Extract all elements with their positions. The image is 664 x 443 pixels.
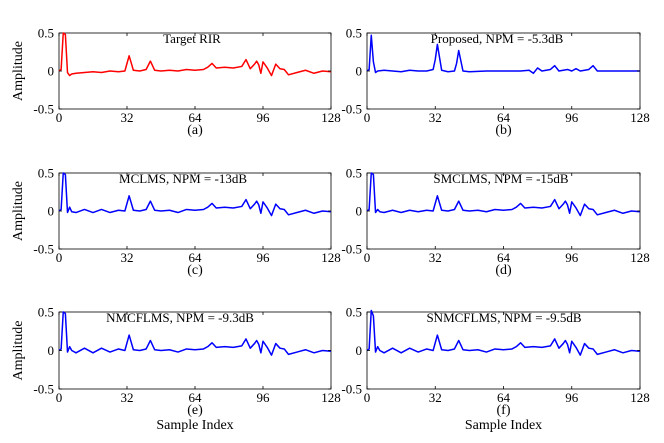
chart-4-xtick-label: 0 — [364, 250, 371, 265]
chart-2-xtick-label: 0 — [364, 110, 371, 125]
chart-2-caption: (b) — [495, 123, 512, 138]
chart-3-title: MCLMS, NPM = -13dB — [119, 171, 247, 186]
chart-6-xtick-label: 128 — [630, 390, 650, 405]
chart-3-xtick-label: 128 — [321, 250, 341, 265]
chart-2-title: Proposed, NPM = -5.3dB — [431, 31, 564, 46]
chart-1-ylabel: Amplitude — [11, 41, 26, 101]
chart-2-ytick-label: -0.5 — [341, 102, 362, 117]
chart-4-title: SMCLMS, NPM = -15dB — [433, 171, 569, 186]
chart-2-xtick-label: 96 — [565, 110, 579, 125]
chart-1-xtick-label: 96 — [257, 110, 271, 125]
chart-5-series-line — [58, 311, 332, 356]
chart-4-ytick-label: 0 — [356, 204, 363, 219]
chart-1-series-line — [58, 32, 332, 77]
chart-6-ytick-label: 0.5 — [346, 305, 362, 320]
chart-6-ytick-label: 0 — [356, 343, 363, 358]
chart-5-title: NMCFLMS, NPM = -9.3dB — [106, 310, 254, 325]
chart-3-series-line — [58, 172, 332, 217]
chart-3-xtick-label: 96 — [257, 250, 271, 265]
chart-5-ytick-label: -0.5 — [33, 382, 54, 397]
chart-5-caption: (e) — [187, 403, 203, 418]
chart-1-xtick-label: 0 — [56, 110, 63, 125]
chart-3-ytick-label: 0.5 — [38, 166, 54, 181]
chart-4-series-line — [366, 172, 641, 217]
chart-1-ytick-label: 0.5 — [38, 26, 54, 41]
chart-1-title: Target RIR — [163, 31, 221, 46]
chart-3-ylabel: Amplitude — [11, 181, 26, 241]
chart-6-xtick-label: 0 — [364, 390, 371, 405]
chart-6-caption: (f) — [497, 403, 511, 418]
chart-2-ytick-label: 0.5 — [346, 26, 362, 41]
chart-5-ylabel: Amplitude — [11, 321, 26, 381]
chart-5-xtick-label: 64 — [189, 390, 203, 405]
chart-6-series-line — [366, 309, 641, 356]
chart-5-xtick-label: 128 — [321, 390, 341, 405]
chart-4-xtick-label: 128 — [630, 250, 650, 265]
chart-2-ytick-label: 0 — [356, 64, 363, 79]
chart-6-title: SNMCFLMS, NPM = -9.5dB — [426, 310, 581, 325]
chart-4-caption: (d) — [495, 263, 512, 278]
chart-1-ytick-label: -0.5 — [33, 102, 54, 117]
chart-4-ytick-label: -0.5 — [341, 242, 362, 257]
chart-1-caption: (a) — [187, 123, 203, 138]
chart-4-xtick-label: 64 — [497, 250, 511, 265]
chart-4-ytick-label: 0.5 — [346, 166, 362, 181]
chart-3-xtick-label: 64 — [189, 250, 203, 265]
chart-2-xtick-label: 128 — [630, 110, 650, 125]
chart-3-xtick-label: 32 — [121, 250, 134, 265]
chart-2-xtick-label: 32 — [429, 110, 442, 125]
chart-2-series-line — [366, 34, 640, 75]
chart-5-ytick-label: 0 — [48, 343, 55, 358]
chart-2-xtick-label: 64 — [497, 110, 511, 125]
chart-5-ytick-label: 0.5 — [38, 305, 54, 320]
chart-5-xtick-label: 0 — [56, 390, 63, 405]
chart-4-xtick-label: 96 — [565, 250, 579, 265]
chart-1-xtick-label: 64 — [189, 110, 203, 125]
chart-6-xtick-label: 96 — [565, 390, 579, 405]
chart-6-xtick-label: 32 — [429, 390, 442, 405]
chart-3-caption: (c) — [187, 263, 203, 278]
chart-1-xtick-label: 128 — [321, 110, 341, 125]
chart-1-xtick-label: 32 — [121, 110, 134, 125]
chart-6-xtick-label: 64 — [497, 390, 511, 405]
chart-3-xtick-label: 0 — [56, 250, 63, 265]
chart-3-ytick-label: -0.5 — [33, 242, 54, 257]
chart-4-xtick-label: 32 — [429, 250, 442, 265]
chart-3-ytick-label: 0 — [48, 204, 55, 219]
chart-6-xlabel: Sample Index — [465, 418, 542, 433]
chart-6-ytick-label: -0.5 — [341, 382, 362, 397]
chart-5-xtick-label: 32 — [121, 390, 134, 405]
chart-1-ytick-label: 0 — [48, 64, 55, 79]
chart-5-xtick-label: 96 — [257, 390, 271, 405]
chart-5-xlabel: Sample Index — [156, 418, 233, 433]
